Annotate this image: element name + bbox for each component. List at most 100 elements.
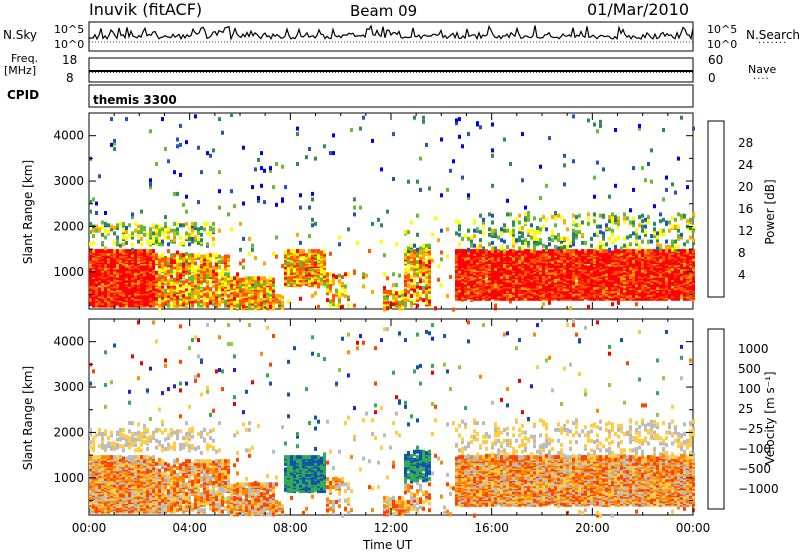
power-cell — [170, 284, 173, 289]
power-cell — [314, 260, 317, 264]
power-cell — [200, 299, 203, 304]
power-cell — [416, 281, 419, 286]
power-cell — [380, 167, 383, 172]
power-cell — [161, 284, 164, 289]
power-cell — [536, 240, 539, 245]
power-cell — [542, 224, 545, 229]
power-cell — [122, 258, 125, 263]
power-cell — [233, 299, 236, 304]
power-cell — [329, 303, 332, 308]
power-cell — [92, 228, 95, 233]
power-cell — [266, 288, 269, 293]
power-cell — [218, 228, 221, 233]
power-cell — [188, 299, 191, 304]
power-cell — [92, 296, 95, 301]
power-cell — [155, 287, 158, 292]
power-cell — [296, 126, 299, 131]
power-cell — [632, 231, 635, 236]
power-cell — [299, 205, 302, 210]
power-cell — [347, 227, 350, 232]
power-cell — [494, 291, 497, 296]
power-cell — [122, 264, 125, 269]
power-cell — [341, 281, 344, 286]
power-cell — [554, 216, 557, 221]
power-cell — [296, 251, 299, 256]
power-cell — [191, 236, 194, 241]
power-cell — [413, 288, 416, 293]
power-cell — [95, 211, 98, 215]
power-cell — [509, 299, 512, 304]
power-cell — [182, 298, 185, 303]
power-cell — [281, 304, 284, 309]
power-cell — [521, 246, 524, 251]
power-cell — [545, 273, 548, 278]
power-cell — [410, 300, 413, 305]
power-cell — [188, 232, 191, 237]
power-cell — [215, 300, 218, 305]
power-cell — [308, 234, 311, 239]
power-cell — [635, 302, 638, 307]
power-cell — [422, 255, 425, 260]
power-cell — [446, 187, 449, 192]
power-cell — [314, 254, 317, 259]
power-cell — [164, 269, 167, 274]
power-cell — [449, 275, 452, 279]
power-cell — [203, 261, 206, 266]
power-cell — [191, 277, 194, 282]
power-cell — [398, 291, 401, 296]
power-cell — [359, 126, 362, 131]
power-cell — [278, 304, 281, 309]
power-cell — [422, 115, 425, 120]
power-cell — [299, 193, 302, 198]
power-cell — [191, 228, 194, 233]
power-cell — [371, 289, 374, 294]
power-cell — [164, 230, 167, 235]
power-cell — [383, 285, 386, 290]
power-cell — [572, 228, 575, 233]
power-cell — [215, 289, 218, 294]
power-cell — [428, 266, 431, 271]
power-cell — [593, 194, 596, 199]
power-cell — [167, 159, 170, 164]
power-cell — [503, 223, 506, 228]
power-cell — [563, 153, 566, 158]
power-cell — [296, 254, 299, 259]
power-cell — [539, 275, 542, 279]
power-cell — [506, 212, 509, 217]
power-cell — [575, 281, 578, 286]
power-cell — [446, 227, 449, 232]
power-cell — [572, 159, 575, 164]
power-cell — [491, 261, 494, 266]
power-cell — [416, 260, 419, 264]
power-cell — [227, 281, 230, 286]
power-cell — [158, 262, 161, 267]
power-cell — [476, 249, 479, 254]
power-cell — [332, 294, 335, 298]
power-cell — [608, 215, 611, 220]
power-cell — [518, 249, 521, 254]
power-cell — [275, 294, 278, 298]
power-cell — [359, 205, 362, 210]
power-cell — [287, 249, 290, 254]
power-cell — [332, 133, 335, 138]
power-cell — [98, 272, 101, 277]
power-cell — [500, 245, 503, 249]
power-cell — [398, 306, 401, 311]
power-cell — [218, 260, 221, 264]
power-cell — [317, 304, 320, 309]
power-cell — [386, 295, 389, 300]
power-cell — [338, 242, 341, 247]
power-cell — [98, 292, 101, 297]
power-cell — [422, 261, 425, 266]
power-cell — [455, 219, 458, 224]
power-cell — [386, 276, 389, 281]
power-cell — [491, 249, 494, 254]
power-cell — [338, 235, 341, 240]
power-cell — [176, 144, 179, 149]
power-cell — [383, 295, 386, 300]
power-cell — [509, 283, 512, 288]
power-cell — [551, 275, 554, 279]
power-cell — [410, 303, 413, 308]
power-cell — [536, 285, 539, 290]
power-cell — [491, 213, 494, 218]
